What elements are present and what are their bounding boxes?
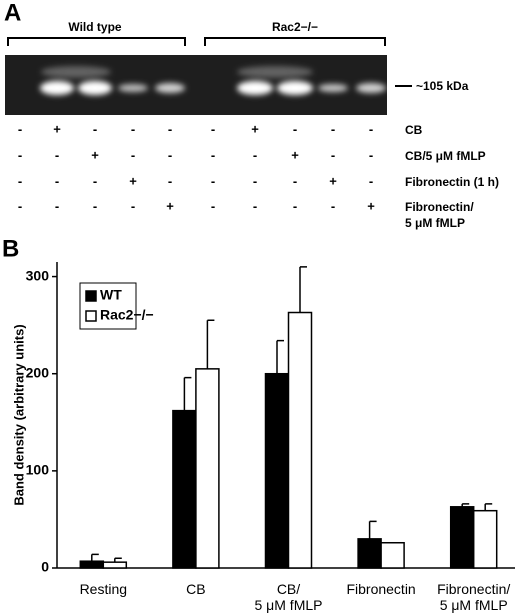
sign: -	[293, 198, 297, 213]
row-label: Fibronectin (1 h)	[405, 175, 499, 189]
sign: -	[18, 121, 22, 136]
sign: -	[211, 173, 215, 188]
x-tick-label: Resting	[79, 581, 128, 597]
sign: -	[55, 147, 59, 162]
y-tick-label: 200	[26, 364, 50, 380]
bar	[357, 538, 382, 569]
bar	[102, 561, 128, 569]
sign: +	[329, 173, 337, 188]
row-label: Fibronectin/ 5 μM fMLP	[405, 200, 474, 230]
sign: -	[55, 198, 59, 213]
sign: -	[168, 173, 172, 188]
sign: -	[369, 147, 373, 162]
sign: +	[367, 198, 375, 213]
legend-swatch	[85, 290, 97, 302]
sign: -	[93, 121, 97, 136]
bar	[472, 509, 498, 569]
y-axis-label: Band density (arbitrary units)	[11, 324, 26, 505]
row-label: CB	[405, 123, 423, 137]
sign: -	[331, 147, 335, 162]
y-tick-label: 100	[26, 462, 50, 478]
sign: -	[369, 121, 373, 136]
bar	[287, 311, 313, 569]
sign: -	[18, 198, 22, 213]
sign: +	[129, 173, 137, 188]
bar	[380, 541, 405, 569]
legend-swatch	[85, 310, 97, 322]
sign: -	[253, 173, 257, 188]
sign: -	[211, 198, 215, 213]
bar	[195, 368, 220, 569]
bar	[449, 506, 475, 569]
sign: -	[55, 173, 59, 188]
bar	[79, 560, 105, 569]
x-tick-label: CB/ 5 μM fMLP	[254, 581, 323, 613]
sign: -	[168, 147, 172, 162]
sign: -	[253, 147, 257, 162]
group-label: Wild type	[68, 20, 122, 34]
error-bar	[484, 503, 493, 511]
error-bar	[299, 266, 307, 313]
gel	[5, 55, 387, 115]
sign: +	[291, 147, 299, 162]
row-label: CB/5 μM fMLP	[405, 149, 486, 163]
sign: -	[131, 121, 135, 136]
sign: -	[211, 147, 215, 162]
sign: +	[53, 121, 61, 136]
error-bar	[368, 520, 377, 539]
error-bar	[276, 339, 284, 374]
error-bar	[114, 557, 122, 563]
sign: -	[211, 121, 215, 136]
bar	[172, 409, 197, 569]
x-tick-label: Fibronectin	[346, 581, 416, 597]
sign: -	[293, 173, 297, 188]
error-bar	[461, 503, 470, 507]
bracket	[7, 37, 186, 46]
panel-label: B	[2, 235, 19, 262]
y-tick-label: 0	[41, 559, 49, 575]
x-tick-label: Fibronectin/ 5 μM fMLP	[437, 581, 511, 613]
sign: -	[18, 173, 22, 188]
panel-label: A	[4, 0, 21, 26]
marker-label: ~105 kDa	[416, 79, 469, 93]
sign: -	[93, 198, 97, 213]
bracket	[204, 37, 386, 46]
sign: -	[293, 121, 297, 136]
error-bar	[206, 319, 215, 369]
error-bar	[91, 553, 99, 562]
sign: +	[251, 121, 259, 136]
legend-label: WT	[100, 287, 122, 303]
sign: -	[331, 198, 335, 213]
legend-label: Rac2−/−	[100, 307, 154, 323]
sign: -	[18, 147, 22, 162]
x-tick-label: CB	[186, 581, 206, 597]
sign: -	[131, 198, 135, 213]
sign: +	[91, 147, 99, 162]
sign: -	[168, 121, 172, 136]
sign: +	[166, 198, 174, 213]
group-label: Rac2−/−	[272, 20, 318, 34]
sign: -	[131, 147, 135, 162]
sign: -	[369, 173, 373, 188]
sign: -	[331, 121, 335, 136]
bar	[264, 372, 290, 569]
sign: -	[253, 198, 257, 213]
sign: -	[93, 173, 97, 188]
y-tick-label: 300	[26, 267, 50, 283]
error-bar	[183, 376, 192, 411]
